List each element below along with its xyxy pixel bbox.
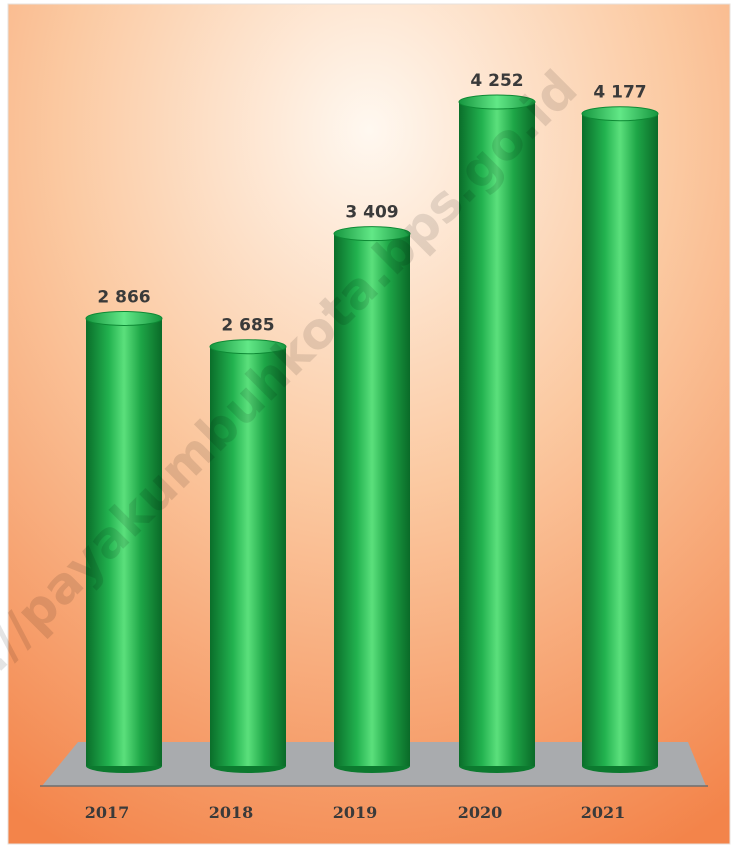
data-label-2018: 2 685 [221, 316, 274, 336]
bar-2018 [209, 339, 287, 773]
data-label-2019: 3 409 [345, 203, 398, 223]
bar-2020 [458, 94, 536, 773]
bar-2019 [333, 226, 411, 773]
bar-2021 [581, 106, 659, 773]
bar-2017 [85, 310, 163, 773]
data-label-2020: 4 252 [470, 71, 523, 91]
x-tick-label-2017: 2017 [85, 803, 130, 822]
x-tick-label-2019: 2019 [333, 803, 378, 822]
bars-group [85, 94, 659, 773]
data-label-2021: 4 177 [593, 83, 646, 103]
x-tick-labels-group: 2017 2018 2019 2020 2021 [85, 803, 626, 822]
x-tick-label-2021: 2021 [581, 803, 626, 822]
x-tick-label-2018: 2018 [209, 803, 254, 822]
x-tick-label-2020: 2020 [458, 803, 503, 822]
data-label-2017: 2 866 [97, 287, 150, 307]
data-labels-group: 2 866 2 685 3 409 4 252 4 177 [97, 71, 646, 336]
